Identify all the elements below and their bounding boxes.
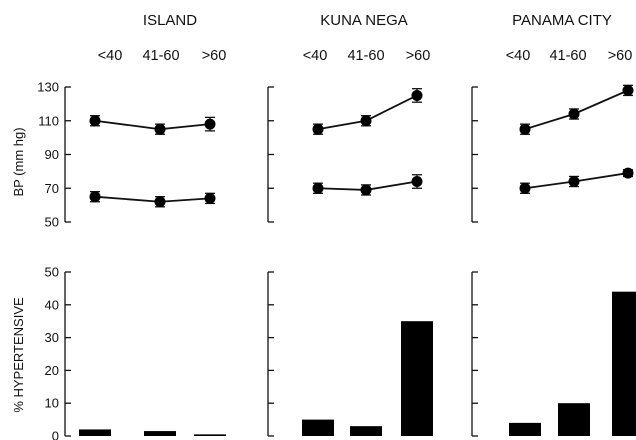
hypertensive-bar <box>194 434 226 436</box>
bp-axis-title: BP (mm hg) <box>11 127 26 196</box>
site-title-panama-city: PANAMA CITY <box>512 12 612 29</box>
hypertensive-tick-label: 20 <box>45 363 59 378</box>
bp-data-point <box>360 184 372 196</box>
age-label: >60 <box>608 48 633 64</box>
bp-data-point <box>89 191 101 203</box>
hypertensive-bar <box>509 422 541 436</box>
bp-data-point <box>568 108 580 120</box>
bp-data-point <box>204 118 216 130</box>
age-label: <40 <box>303 48 328 64</box>
bp-series-line <box>94 195 211 203</box>
hypertensive-bar <box>558 403 590 436</box>
hypertensive-tick-label: 0 <box>52 429 59 440</box>
bp-data-point <box>89 115 101 127</box>
age-label: 41-60 <box>347 48 384 64</box>
bp-tick-label: 70 <box>45 181 59 196</box>
age-label: 41-60 <box>142 48 179 64</box>
age-label: <40 <box>506 48 531 64</box>
age-label: 41-60 <box>549 48 586 64</box>
bp-tick-label: 50 <box>45 215 59 230</box>
hypertensive-bar <box>79 429 111 436</box>
site-title-island: ISLAND <box>143 12 197 29</box>
bp-data-point <box>519 182 531 194</box>
bp-data-point <box>622 167 634 179</box>
bp-tick-label: 130 <box>37 80 59 95</box>
bp-data-point <box>154 196 166 208</box>
age-labels-island: <40 41-60 >60 <box>98 48 227 64</box>
bp-data-point <box>622 84 634 96</box>
hypertensive-bar <box>401 321 433 436</box>
chart-marks: 50 70 90 110 130 0 10 20 30 40 50 <box>37 80 636 440</box>
bp-data-point <box>204 192 216 204</box>
bp-data-point <box>312 123 324 135</box>
bp-series-line <box>94 119 211 131</box>
bp-data-point <box>519 123 531 135</box>
hypertensive-bar <box>302 419 334 436</box>
bp-data-point <box>312 182 324 194</box>
hypertensive-tick-label: 10 <box>45 396 59 411</box>
age-labels-panama-city: <40 41-60 >60 <box>506 48 633 64</box>
age-label: <40 <box>98 48 123 64</box>
bp-data-point <box>360 115 372 127</box>
age-label: >60 <box>406 48 431 64</box>
hypertensive-tick-label: 30 <box>45 330 59 345</box>
age-label: >60 <box>202 48 227 64</box>
hypertensive-bar <box>350 426 382 436</box>
hypertensive-tick-label: 50 <box>45 265 59 280</box>
bp-data-point <box>411 176 423 187</box>
bp-tick-label: 90 <box>45 147 59 162</box>
hypertensive-bar <box>144 431 176 436</box>
site-title-kuna-nega: KUNA NEGA <box>320 12 408 29</box>
bp-data-point <box>568 176 580 187</box>
bp-tick-label: 110 <box>38 113 59 128</box>
bp-data-point <box>154 123 166 135</box>
hypertensive-axis-title: % HYPERTENSIVE <box>11 297 26 413</box>
hypertensive-tick-label: 40 <box>45 297 59 312</box>
hypertensive-bar <box>612 291 636 436</box>
age-labels-kuna-nega: <40 41-60 >60 <box>303 48 431 64</box>
bp-data-point <box>411 89 423 101</box>
